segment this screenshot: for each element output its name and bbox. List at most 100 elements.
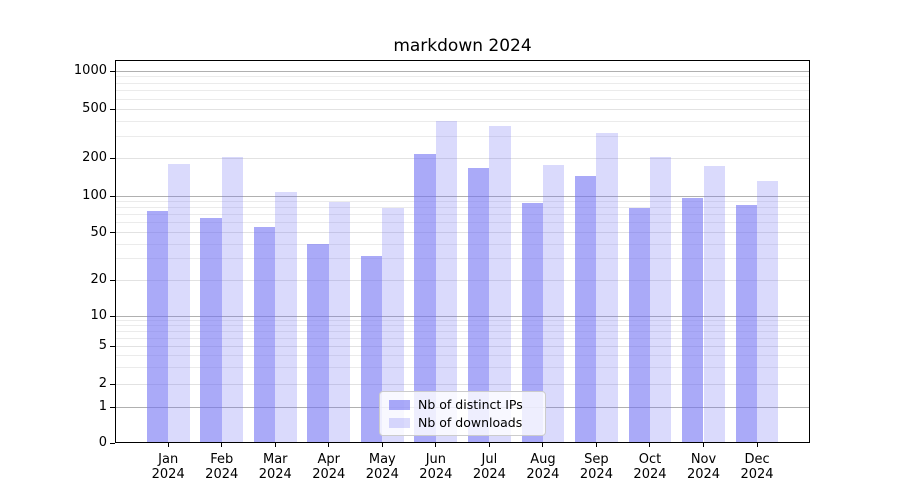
x-tick-mark: [595, 443, 597, 447]
x-tick-label: Sep 2024: [579, 452, 613, 482]
y-tick-mark: [110, 279, 115, 281]
bar-downloads: [382, 207, 404, 442]
bar-distinct-ips: [414, 154, 436, 442]
y-tick-label: 20: [90, 272, 107, 287]
bar-distinct-ips: [521, 202, 543, 442]
x-tick-label: Dec 2024: [740, 452, 774, 482]
y-tick-label: 2: [98, 376, 107, 391]
y-tick-mark: [110, 315, 115, 317]
gridline-minor: [116, 325, 809, 327]
gridline-minor: [116, 207, 809, 209]
x-tick-label: Jul 2024: [472, 452, 506, 482]
bar-distinct-ips: [735, 205, 758, 442]
x-tick-mark: [649, 443, 651, 447]
x-tick-mark: [167, 443, 169, 447]
x-tick-mark: [488, 443, 490, 447]
y-tick-label: 50: [90, 224, 107, 240]
gridline-major: [116, 195, 809, 197]
x-tick-label: Aug 2024: [526, 452, 560, 482]
x-tick-label: Oct 2024: [633, 452, 667, 482]
legend: Nb of distinct IPs Nb of downloads: [379, 391, 546, 436]
bar-distinct-ips: [307, 244, 329, 442]
y-tick-mark: [110, 442, 115, 444]
gridline-minor: [116, 320, 809, 322]
y-tick-label: 200: [82, 150, 107, 166]
y-tick-label: 100: [82, 188, 107, 203]
y-tick-mark: [110, 157, 115, 159]
gridline-minor: [116, 98, 809, 100]
bar-downloads: [435, 120, 458, 442]
x-tick-mark: [381, 443, 383, 447]
legend-label-downloads: Nb of downloads: [418, 415, 523, 430]
gridline-minor: [116, 136, 809, 138]
x-tick-label: Jan 2024: [151, 452, 185, 482]
gridline-minor: [116, 201, 809, 203]
bar-downloads: [328, 202, 351, 442]
y-tick-mark: [110, 345, 115, 347]
gridline-minor: [116, 76, 809, 78]
bar-distinct-ips: [146, 211, 169, 442]
gridline-minor: [116, 82, 809, 84]
bar-distinct-ips: [200, 217, 222, 442]
bar-distinct-ips: [360, 255, 383, 442]
bar-distinct-ips: [682, 198, 704, 442]
legend-swatch-distinct-ips-icon: [389, 399, 410, 410]
bar-distinct-ips: [575, 176, 597, 442]
bar-downloads: [649, 157, 672, 442]
legend-item-downloads: Nb of downloads: [389, 415, 537, 430]
gridline-minor: [116, 90, 809, 92]
gridline-major: [116, 315, 809, 317]
gridline-minor: [116, 108, 809, 110]
y-tick-label: 10: [90, 308, 107, 323]
y-tick-label: 5: [98, 338, 107, 353]
x-tick-label: Feb 2024: [205, 452, 239, 482]
y-tick-label: 0: [98, 435, 107, 450]
chart-title: markdown 2024: [393, 36, 532, 56]
bar-downloads: [221, 156, 244, 442]
x-tick-label: Apr 2024: [312, 452, 346, 482]
gridline-minor: [116, 222, 809, 224]
x-tick-mark: [756, 443, 758, 447]
gridline-minor: [116, 279, 809, 281]
gridline-minor: [116, 366, 809, 368]
bar-downloads: [703, 166, 725, 442]
gridline-minor: [116, 157, 809, 159]
bar-downloads: [596, 133, 618, 442]
bar-distinct-ips: [253, 227, 276, 442]
x-tick-mark: [542, 443, 544, 447]
y-tick-label: 1: [98, 399, 107, 414]
gridline-minor: [116, 120, 809, 122]
gridline-minor: [116, 383, 809, 385]
gridline-minor: [116, 354, 809, 356]
gridline-minor: [116, 258, 809, 260]
gridline-minor: [116, 337, 809, 339]
y-tick-mark: [110, 383, 115, 385]
x-tick-label: Mar 2024: [258, 452, 292, 482]
legend-swatch-downloads-icon: [389, 417, 410, 428]
legend-label-distinct-ips: Nb of distinct IPs: [418, 397, 523, 412]
x-tick-mark: [703, 443, 704, 447]
x-tick-label: Jun 2024: [419, 452, 453, 482]
bar-downloads: [275, 191, 297, 442]
gridline-minor: [116, 243, 809, 245]
y-tick-mark: [110, 232, 115, 233]
x-tick-mark: [435, 443, 437, 447]
y-tick-label: 1000: [73, 63, 107, 78]
y-tick-mark: [110, 70, 115, 72]
y-tick-mark: [110, 195, 115, 197]
y-tick-label: 500: [82, 101, 107, 117]
x-tick-label: May 2024: [365, 452, 399, 482]
legend-item-distinct-ips: Nb of distinct IPs: [389, 397, 537, 412]
gridline-minor: [116, 330, 809, 332]
gridline-major: [116, 70, 809, 72]
bar-downloads: [757, 180, 779, 442]
x-tick-mark: [328, 443, 330, 447]
x-tick-mark: [274, 443, 276, 447]
bar-distinct-ips: [467, 168, 490, 442]
bar-downloads: [542, 164, 565, 442]
bar-distinct-ips: [628, 207, 650, 442]
x-tick-mark: [221, 443, 223, 447]
gridline-minor: [116, 214, 809, 216]
y-tick-mark: [110, 406, 115, 408]
